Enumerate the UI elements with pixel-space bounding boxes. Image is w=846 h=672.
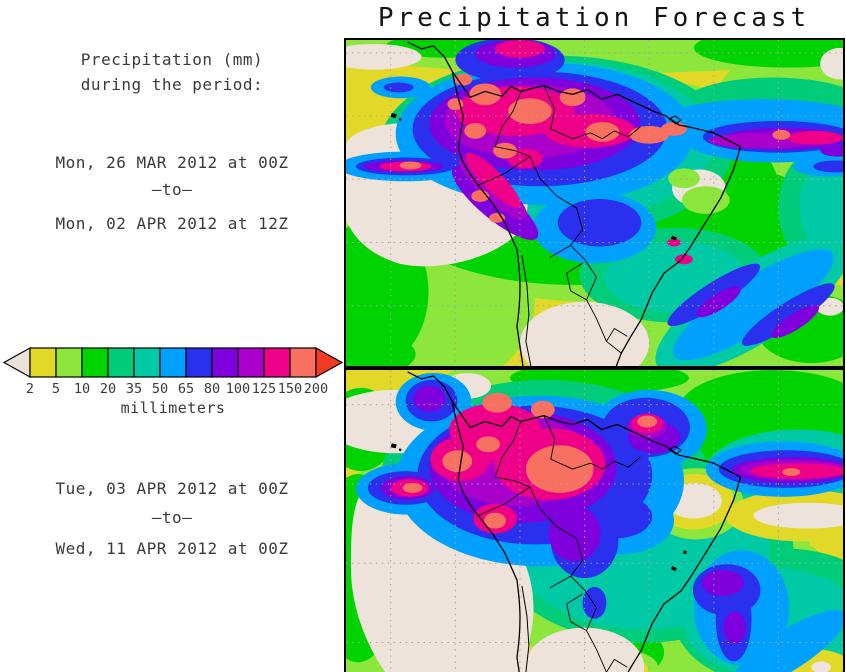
colorbar-tick-label: 200 (303, 381, 329, 397)
colorbar-tick-label: 150 (277, 381, 303, 397)
colorbar-tick-label: 35 (125, 381, 143, 397)
colorbar-cell (55, 347, 83, 378)
map-week1-graphic (346, 40, 843, 366)
legend-heading-line1: Precipitation (mm) (80, 50, 264, 69)
forecast-map-week2 (344, 368, 845, 672)
colorbar-tick-label: 5 (51, 381, 61, 397)
colorbar-tick-label: 65 (177, 381, 195, 397)
colorbar-cell (29, 347, 57, 378)
forecast-map-week1 (344, 38, 845, 368)
colorbar-cell (237, 347, 265, 378)
period2-end-date: Wed, 11 APR 2012 at 00Z (55, 539, 289, 558)
colorbar-cell (81, 347, 109, 378)
colorbar-cell (185, 347, 213, 378)
period2-start-date: Tue, 03 APR 2012 at 00Z (55, 479, 289, 498)
colorbar-cell (211, 347, 239, 378)
period1-end-date: Mon, 02 APR 2012 at 12Z (55, 214, 289, 233)
colorbar-tick-label: 100 (225, 381, 251, 397)
colorbar-unit-label: millimeters (120, 399, 226, 417)
colorbar-cell (289, 347, 317, 378)
colorbar-left-arrow-icon (2, 346, 31, 379)
legend-heading-line2: during the period: (80, 75, 264, 94)
map2-island-marks (390, 443, 687, 572)
period1-start-date: Mon, 26 MAR 2012 at 00Z (55, 153, 289, 172)
colorbar-tick-labels: 2 5 10 20 35 50 65 80 100 125 150 200 (3, 381, 343, 397)
colorbar-cell (159, 347, 187, 378)
colorbar-svg (2, 346, 344, 379)
colorbar-cell (107, 347, 135, 378)
colorbar-tick-label: 2 (25, 381, 35, 397)
colorbar-tick-label: 50 (151, 381, 169, 397)
colorbar-cell (263, 347, 291, 378)
colorbar-legend (2, 346, 344, 380)
map-week2-graphic (346, 370, 843, 672)
colorbar-tick-label: 10 (73, 381, 91, 397)
colorbar-tick-label: 80 (203, 381, 221, 397)
period2-separator: –to– (151, 508, 193, 527)
map1-island-marks (390, 113, 678, 241)
colorbar-tick-label: 125 (251, 381, 277, 397)
colorbar-tick-label: 20 (99, 381, 117, 397)
period1-separator: –to– (151, 180, 193, 199)
colorbar-cell (133, 347, 161, 378)
page-title: Precipitation Forecast (377, 3, 811, 33)
colorbar-right-arrow-icon (315, 346, 344, 379)
